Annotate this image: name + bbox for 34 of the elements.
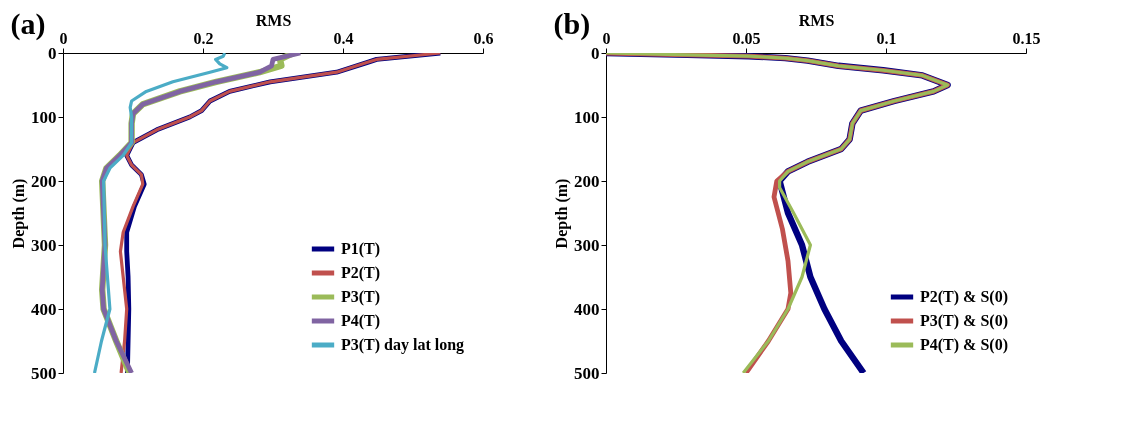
y-tick-label: 300 (31, 235, 57, 255)
legend-label: P4(T) & S(0) (920, 336, 1008, 354)
y-tick-label: 400 (31, 299, 57, 319)
x-tick-label: 0.15 (1012, 29, 1041, 47)
legend-label: P2(T) & S(0) (920, 288, 1008, 306)
y-tick-label: 100 (31, 107, 57, 127)
x-tick-label: 0 (59, 29, 68, 47)
y-tick-label: 500 (574, 363, 600, 383)
y-tick-label: 300 (574, 235, 600, 255)
legend-label: P1(T) (341, 240, 381, 258)
y-axis-title: Depth (m) (553, 178, 571, 249)
y-tick-label: 0 (591, 43, 600, 63)
y-tick-label: 100 (574, 107, 600, 127)
y-tick-label: 500 (31, 363, 57, 383)
y-tick-label: 200 (31, 171, 57, 191)
y-tick-label: 400 (574, 299, 600, 319)
legend-label: P4(T) (341, 312, 381, 330)
x-tick-label: 0.2 (193, 29, 214, 47)
chart-title: (b) (553, 7, 591, 41)
x-tick-label: 0 (602, 29, 611, 47)
x-axis-title: RMS (255, 11, 292, 29)
y-tick-label: 200 (574, 171, 600, 191)
y-tick-label: 0 (48, 43, 57, 63)
x-tick-label: 0.05 (732, 29, 761, 47)
x-tick-label: 0.1 (876, 29, 897, 47)
y-axis-title: Depth (m) (10, 178, 28, 249)
chart-title: (a) (10, 7, 46, 41)
x-axis-title: RMS (798, 11, 835, 29)
x-tick-label: 0.4 (333, 29, 354, 47)
legend-label: P3(T) & S(0) (920, 312, 1008, 330)
legend-label: P3(T) (341, 288, 381, 306)
legend-label: P2(T) (341, 264, 381, 282)
legend-label: P3(T) day lat long (341, 336, 465, 354)
x-tick-label: 0.6 (473, 29, 494, 47)
